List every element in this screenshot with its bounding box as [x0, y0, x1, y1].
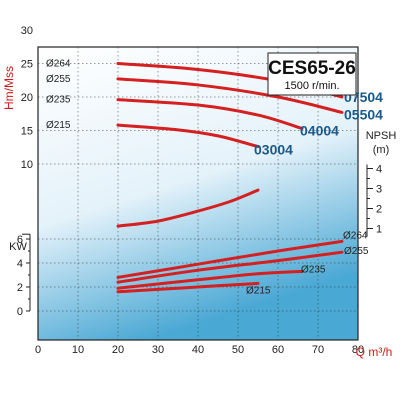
- power-curve: [116, 281, 260, 294]
- head-curve: [116, 98, 304, 130]
- head-curve-diameter-label: Ø235: [46, 95, 71, 106]
- head-curve: [116, 77, 344, 114]
- x-tick-label: 70: [312, 344, 324, 356]
- x-tick-label: 30: [152, 344, 164, 356]
- x-tick-label: 40: [192, 344, 204, 356]
- power-curve-diameter-label: Ø235: [301, 264, 326, 275]
- power-curve-diameter-label: Ø264: [343, 230, 368, 241]
- x-axis-title: Q m³/h: [356, 345, 393, 359]
- head-tick-label: 30: [21, 25, 33, 37]
- npsh-axis-title: NPSH: [366, 130, 397, 142]
- chart-title: CES65-26: [268, 58, 356, 79]
- npsh-tick-label: 4: [376, 164, 382, 176]
- npsh-tick-label: 1: [376, 224, 382, 236]
- power-tick-label: 0: [17, 306, 23, 318]
- curve-labels: Ø26407504Ø25505504Ø23504004Ø21503004Ø264…: [46, 59, 383, 297]
- head-curve-diameter-label: Ø255: [46, 74, 71, 85]
- power-tick-label: 6: [17, 234, 23, 246]
- x-tick-label: 60: [272, 344, 284, 356]
- head-curve-diameter-label: Ø215: [46, 120, 71, 131]
- head-curve-model-label: 04004: [300, 122, 339, 138]
- title-box: CES65-26 1500 r/min.: [267, 52, 357, 96]
- power-curve: [116, 239, 344, 279]
- power-tick-label: 4: [17, 258, 23, 270]
- axes: 0 10 20 30 40 50 60 70 80 10 15 20 25 30 0 2 4 6 1 2 3 4: [17, 25, 382, 356]
- head-curve-model-label: 03004: [254, 142, 293, 158]
- head-tick-label: 25: [21, 59, 33, 71]
- head-tick-label: 10: [21, 159, 33, 171]
- power-curve: [116, 250, 344, 284]
- head-curve: [116, 123, 260, 149]
- power-curve: [116, 269, 304, 290]
- npsh-axis-unit: (m): [373, 144, 390, 156]
- head-tick-label: 20: [21, 92, 33, 104]
- npsh-tick-label: 3: [376, 184, 382, 196]
- head-axis-title: Hm/Mss: [2, 66, 16, 110]
- x-tick-label: 80: [352, 344, 364, 356]
- head-tick-label: 15: [21, 126, 33, 138]
- power-tick-label: 2: [17, 282, 23, 294]
- x-tick-label: 10: [72, 344, 84, 356]
- x-tick-label: 50: [232, 344, 244, 356]
- head-curve-model-label: 05504: [344, 106, 383, 122]
- power-axis-title: KW: [9, 241, 27, 253]
- head-curve-diameter-label: Ø264: [46, 59, 71, 70]
- power-curve-diameter-label: Ø215: [246, 285, 271, 296]
- chart-subtitle: 1500 r/min.: [284, 80, 339, 92]
- x-tick-label: 20: [112, 344, 124, 356]
- x-tick-label: 0: [35, 344, 41, 356]
- npsh-curve: [116, 188, 260, 228]
- npsh-tick-label: 2: [376, 204, 382, 216]
- power-curve-diameter-label: Ø255: [344, 246, 369, 257]
